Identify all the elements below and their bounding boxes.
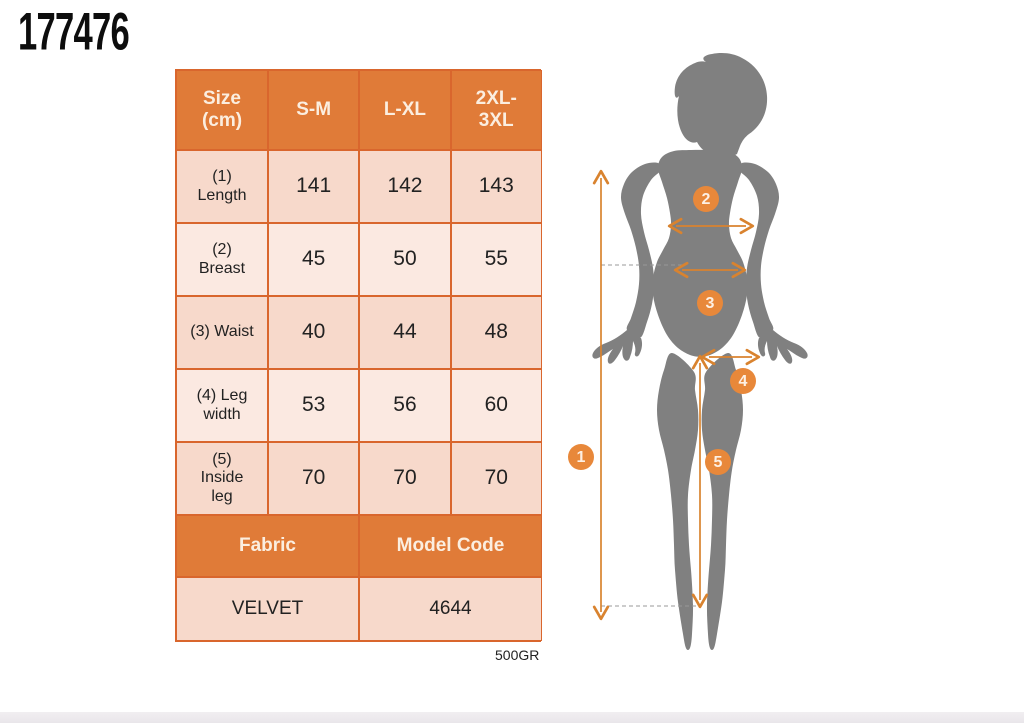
svg-text:1: 1 xyxy=(577,449,586,466)
svg-text:3: 3 xyxy=(706,295,715,312)
svg-text:2: 2 xyxy=(702,191,711,208)
svg-text:4: 4 xyxy=(739,373,748,390)
svg-text:5: 5 xyxy=(714,454,723,471)
